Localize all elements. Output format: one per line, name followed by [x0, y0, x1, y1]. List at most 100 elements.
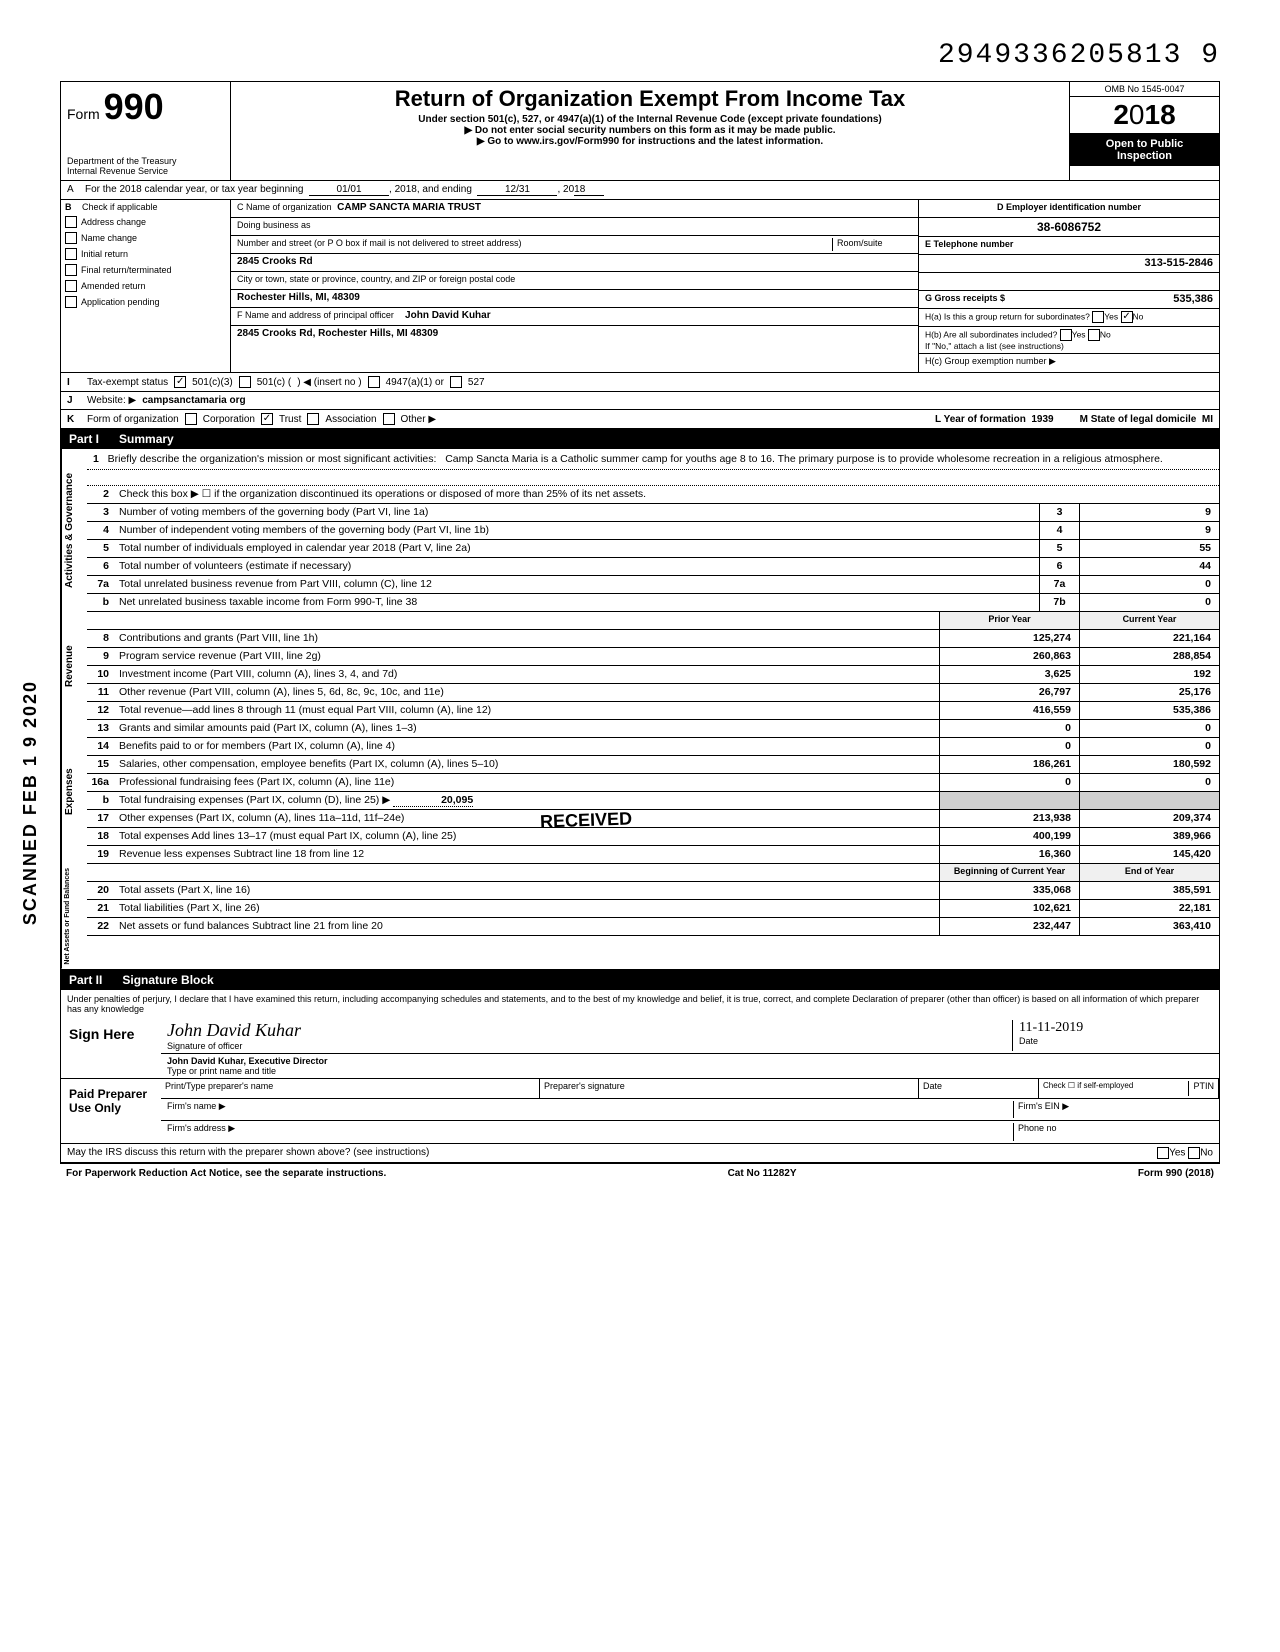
chk-address-change[interactable]	[65, 216, 77, 228]
form-year: 20201818	[1070, 97, 1219, 134]
form-990: Form 990 Department of the Treasury Inte…	[60, 81, 1220, 1164]
col-current-year: Current Year	[1079, 612, 1219, 629]
page-footer: For Paperwork Reduction Act Notice, see …	[60, 1164, 1220, 1183]
paid-preparer-block: Paid Preparer Use Only Print/Type prepar…	[61, 1079, 1219, 1144]
chk-trust[interactable]: ✓	[261, 413, 273, 425]
summary-line: 12Total revenue—add lines 8 through 11 (…	[87, 702, 1219, 720]
col-begin-year: Beginning of Current Year	[939, 864, 1079, 881]
part-1-header: Part ISummary	[61, 429, 1219, 449]
officer-address: 2845 Crooks Rd, Rochester Hills, MI 4830…	[237, 328, 438, 339]
chk-hb-no[interactable]	[1088, 329, 1100, 341]
irs-label: Internal Revenue Service	[67, 166, 224, 176]
col-prior-year: Prior Year	[939, 612, 1079, 629]
form-number: 990	[104, 86, 164, 127]
state-domicile: MI	[1202, 414, 1213, 425]
gov-line: 5Total number of individuals employed in…	[87, 540, 1219, 558]
omb-number: OMB No 1545-0047	[1070, 82, 1219, 97]
summary-line: 16aProfessional fundraising fees (Part I…	[87, 774, 1219, 792]
col-end-year: End of Year	[1079, 864, 1219, 881]
summary-line: 10Investment income (Part VIII, column (…	[87, 666, 1219, 684]
street-address: 2845 Crooks Rd	[237, 256, 313, 267]
chk-name-change[interactable]	[65, 232, 77, 244]
summary-revenue: Revenue Prior Year Current Year 8Contrib…	[61, 612, 1219, 720]
perjury-statement: Under penalties of perjury, I declare th…	[61, 990, 1219, 1018]
dept-treasury: Department of the Treasury	[67, 156, 224, 166]
side-governance: Activities & Governance	[61, 449, 87, 612]
form-title: Return of Organization Exempt From Incom…	[239, 86, 1061, 112]
chk-hb-yes[interactable]	[1060, 329, 1072, 341]
chk-discuss-no[interactable]	[1188, 1147, 1200, 1159]
summary-line: 11Other revenue (Part VIII, column (A), …	[87, 684, 1219, 702]
officer-signature: John David Kuhar	[167, 1020, 1012, 1041]
summary-line: 15Salaries, other compensation, employee…	[87, 756, 1219, 774]
summary-line: 14Benefits paid to or for members (Part …	[87, 738, 1219, 756]
chk-discuss-yes[interactable]	[1157, 1147, 1169, 1159]
summary-line: 18Total expenses Add lines 13–17 (must e…	[87, 828, 1219, 846]
chk-other[interactable]	[383, 413, 395, 425]
chk-527[interactable]	[450, 376, 462, 388]
summary-line: 21Total liabilities (Part X, line 26)102…	[87, 900, 1219, 918]
gov-line: bNet unrelated business taxable income f…	[87, 594, 1219, 612]
cat-no: Cat No 11282Y	[728, 1168, 797, 1179]
summary-line: 20Total assets (Part X, line 16)335,0683…	[87, 882, 1219, 900]
sign-here-block: Sign Here John David Kuhar Signature of …	[61, 1018, 1219, 1079]
chk-app-pending[interactable]	[65, 296, 77, 308]
chk-501c3[interactable]: ✓	[174, 376, 186, 388]
form-ref: Form 990 (2018)	[1138, 1168, 1214, 1179]
chk-amended[interactable]	[65, 280, 77, 292]
gross-receipts: 535,386	[1173, 293, 1213, 305]
col-d-ein-phone: D Employer identification number 38-6086…	[919, 200, 1219, 372]
fundraising-total: 20,095	[393, 794, 473, 807]
summary-net-assets: Net Assets or Fund Balances Beginning of…	[61, 864, 1219, 970]
row-i-tax-exempt: I Tax-exempt status ✓501(c)(3) 501(c) ( …	[61, 373, 1219, 392]
scanned-stamp: SCANNED FEB 1 9 2020	[20, 680, 41, 925]
principal-officer: John David Kuhar	[405, 310, 491, 321]
form-label: Form	[67, 106, 100, 122]
website: campsanctamaria org	[142, 395, 245, 406]
org-name: CAMP SANCTA MARIA TRUST	[337, 202, 481, 213]
gov-line: 7aTotal unrelated business revenue from …	[87, 576, 1219, 594]
side-revenue: Revenue	[61, 612, 87, 720]
chk-4947[interactable]	[368, 376, 380, 388]
row-k-form-org: K Form of organization Corporation ✓Trus…	[61, 410, 1219, 429]
mission-text: Camp Sancta Maria is a Catholic summer c…	[445, 453, 1163, 465]
section-bcd: B Check if applicable Address change Nam…	[61, 200, 1219, 373]
col-c-org-info: C Name of organization CAMP SANCTA MARIA…	[231, 200, 919, 372]
form-header: Form 990 Department of the Treasury Inte…	[61, 82, 1219, 181]
gov-line: 4Number of independent voting members of…	[87, 522, 1219, 540]
phone: 313-515-2846	[919, 255, 1219, 273]
paperwork-notice: For Paperwork Reduction Act Notice, see …	[66, 1168, 386, 1179]
summary-line: 8Contributions and grants (Part VIII, li…	[87, 630, 1219, 648]
row-a-tax-year: A For the 2018 calendar year, or tax yea…	[61, 181, 1219, 200]
ein: 38-6086752	[919, 218, 1219, 237]
chk-ha-no[interactable]: ✓	[1121, 311, 1133, 323]
received-stamp: RECEIVED	[540, 808, 633, 832]
officer-printed-name: John David Kuhar, Executive Director	[167, 1056, 1213, 1066]
side-net-assets: Net Assets or Fund Balances	[61, 864, 87, 969]
chk-corp[interactable]	[185, 413, 197, 425]
summary-line: 22Net assets or fund balances Subtract l…	[87, 918, 1219, 936]
col-b-checkboxes: B Check if applicable Address change Nam…	[61, 200, 231, 372]
summary-line: 17Other expenses (Part IX, column (A), l…	[87, 810, 1219, 828]
gov-line: 6Total number of volunteers (estimate if…	[87, 558, 1219, 576]
side-expenses: Expenses	[61, 720, 87, 864]
sign-date: 11-11-2019	[1019, 1020, 1213, 1036]
chk-final-return[interactable]	[65, 264, 77, 276]
part-2-header: Part IISignature Block	[61, 970, 1219, 990]
open-public-1: Open to Public	[1074, 138, 1215, 150]
form-subtitle: Under section 501(c), 527, or 4947(a)(1)…	[239, 114, 1061, 125]
summary-line: 9Program service revenue (Part VIII, lin…	[87, 648, 1219, 666]
summary-governance: Activities & Governance 1 Briefly descri…	[61, 449, 1219, 612]
year-formation: 1939	[1031, 414, 1053, 425]
chk-assoc[interactable]	[307, 413, 319, 425]
document-id: 2949336205813 9	[60, 40, 1220, 71]
row-j-website: J Website: ▶ campsanctamaria org	[61, 392, 1219, 410]
goto-url: ▶ Go to www.irs.gov/Form990 for instruct…	[239, 136, 1061, 147]
chk-ha-yes[interactable]	[1092, 311, 1104, 323]
chk-initial-return[interactable]	[65, 248, 77, 260]
discuss-row: May the IRS discuss this return with the…	[61, 1144, 1219, 1163]
open-public-2: Inspection	[1074, 150, 1215, 162]
summary-line: 13Grants and similar amounts paid (Part …	[87, 720, 1219, 738]
city-state-zip: Rochester Hills, MI, 48309	[237, 292, 360, 303]
chk-501c[interactable]	[239, 376, 251, 388]
